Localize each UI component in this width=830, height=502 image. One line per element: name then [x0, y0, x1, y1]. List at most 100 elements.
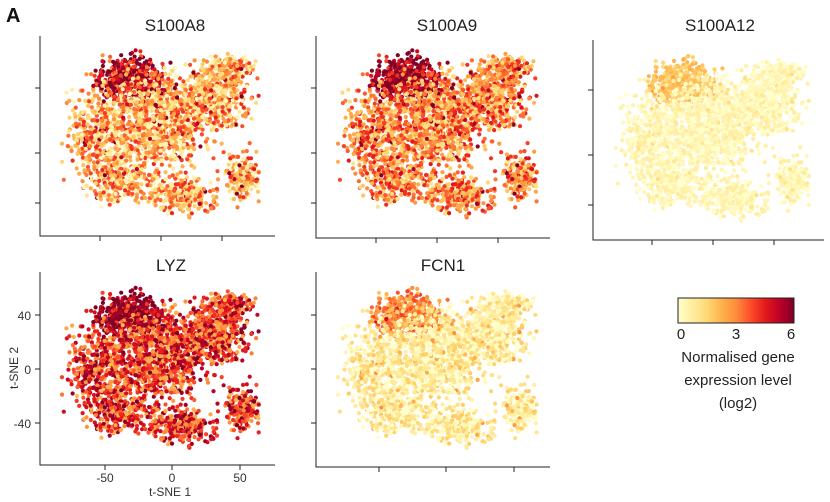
cell-point — [405, 102, 410, 107]
cell-point — [435, 108, 440, 113]
cell-point — [404, 60, 409, 65]
cell-point — [244, 191, 249, 196]
cell-point — [108, 146, 113, 151]
cell-point — [84, 193, 89, 198]
cell-point — [220, 71, 225, 76]
cell-point — [212, 139, 217, 144]
cell-point — [88, 144, 93, 149]
cell-point — [433, 90, 438, 95]
cell-point — [81, 119, 86, 124]
cell-point — [70, 87, 75, 92]
cell-point — [512, 115, 518, 120]
cell-point — [343, 115, 348, 120]
cell-point — [127, 92, 132, 97]
cell-point — [118, 180, 123, 185]
cell-point — [113, 173, 118, 178]
cell-point — [240, 149, 246, 154]
cell-point — [212, 93, 217, 98]
cell-point — [89, 72, 94, 77]
cell-point — [159, 115, 164, 120]
cell-point — [449, 122, 454, 127]
cell-point — [385, 84, 391, 89]
cell-point — [73, 121, 79, 126]
cell-point — [213, 115, 218, 120]
cell-point — [227, 188, 232, 194]
cell-point — [124, 143, 129, 148]
cell-point — [64, 90, 69, 95]
cell-point — [224, 71, 229, 76]
cell-point — [376, 72, 381, 78]
cell-point — [77, 171, 82, 176]
cell-point — [232, 177, 237, 182]
cell-point — [384, 100, 389, 105]
cell-point — [381, 107, 386, 112]
cell-point — [112, 108, 117, 113]
cell-point — [472, 96, 477, 101]
cell-point — [120, 159, 125, 164]
cell-point — [452, 95, 457, 100]
cell-point — [224, 123, 229, 128]
cell-point — [77, 147, 82, 152]
cell-point — [455, 90, 460, 95]
cell-point — [198, 96, 204, 101]
cell-point — [408, 89, 413, 95]
cell-point — [205, 136, 210, 141]
cell-point — [119, 196, 124, 201]
cell-point — [440, 71, 445, 76]
cell-point — [112, 67, 117, 72]
cell-point — [238, 169, 243, 174]
cell-point — [437, 61, 442, 66]
cell-point — [445, 79, 451, 84]
cell-point — [99, 204, 104, 209]
cell-point — [183, 87, 188, 92]
cell-point — [88, 130, 93, 135]
cell-point — [247, 141, 252, 146]
cell-point — [132, 84, 137, 89]
cell-point — [173, 182, 178, 187]
cell-point — [224, 183, 230, 188]
cell-point — [463, 78, 468, 83]
cell-point — [129, 121, 134, 126]
cell-point — [422, 132, 427, 137]
cell-point — [412, 61, 417, 66]
cell-point — [221, 88, 226, 93]
cell-point — [439, 65, 444, 70]
cell-point — [395, 53, 400, 58]
cell-point — [115, 140, 120, 145]
cell-point — [141, 138, 146, 143]
cell-point — [100, 59, 105, 64]
cell-point — [187, 199, 192, 204]
cell-point — [158, 148, 163, 153]
cell-point — [382, 70, 387, 75]
cell-point — [122, 76, 127, 81]
cell-point — [425, 79, 430, 84]
cell-point — [451, 89, 456, 95]
cell-point — [417, 95, 422, 100]
cell-point — [137, 85, 142, 90]
cell-point — [468, 92, 473, 97]
cell-point — [168, 60, 173, 65]
cell-point — [428, 140, 433, 145]
cell-point — [168, 79, 173, 84]
cell-point — [204, 107, 209, 112]
cell-point — [91, 83, 96, 88]
cell-point — [150, 63, 155, 68]
cell-point — [397, 65, 402, 70]
cell-point — [362, 91, 367, 96]
cell-point — [173, 118, 178, 123]
cell-point — [113, 146, 118, 151]
cell-point — [470, 127, 475, 132]
cell-point — [442, 110, 448, 116]
panel-title-s100a8: S100A8 — [145, 16, 206, 35]
cell-point — [372, 101, 377, 106]
cell-point — [184, 184, 189, 189]
cell-point — [248, 156, 254, 161]
cell-point — [215, 177, 221, 182]
cell-point — [405, 51, 410, 56]
cell-point — [439, 103, 444, 108]
cell-point — [395, 73, 400, 78]
cell-point — [95, 93, 100, 98]
cell-point — [230, 98, 235, 103]
cell-point — [128, 51, 133, 56]
cell-point — [235, 205, 240, 210]
